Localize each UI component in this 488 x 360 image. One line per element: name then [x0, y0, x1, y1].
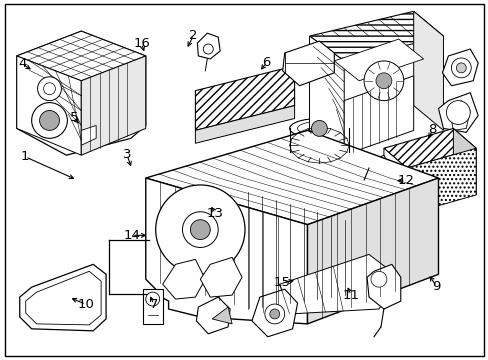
Polygon shape	[197, 33, 220, 59]
Text: 14: 14	[123, 229, 140, 242]
Polygon shape	[195, 105, 294, 143]
Polygon shape	[20, 264, 106, 331]
Circle shape	[455, 63, 466, 73]
Text: 3: 3	[122, 148, 131, 162]
Polygon shape	[81, 125, 96, 145]
Circle shape	[190, 220, 210, 239]
Circle shape	[364, 61, 403, 100]
Ellipse shape	[41, 290, 91, 324]
Text: 8: 8	[427, 123, 436, 136]
Text: 12: 12	[396, 174, 413, 187]
Circle shape	[32, 103, 67, 138]
Polygon shape	[449, 100, 469, 130]
Polygon shape	[196, 297, 230, 334]
Polygon shape	[251, 289, 297, 337]
Text: 16: 16	[133, 37, 150, 50]
Text: 5: 5	[69, 111, 78, 124]
Text: 1: 1	[21, 150, 29, 163]
Circle shape	[43, 83, 55, 95]
Circle shape	[264, 304, 284, 324]
Polygon shape	[17, 31, 145, 81]
Circle shape	[375, 73, 391, 89]
Circle shape	[311, 121, 326, 136]
Ellipse shape	[297, 121, 341, 135]
Polygon shape	[334, 39, 423, 81]
Text: 13: 13	[206, 207, 224, 220]
Polygon shape	[383, 148, 406, 215]
Circle shape	[38, 77, 61, 100]
Polygon shape	[17, 31, 145, 155]
Text: 15: 15	[273, 276, 290, 289]
Text: 2: 2	[189, 29, 198, 42]
Polygon shape	[307, 178, 438, 324]
Polygon shape	[344, 76, 413, 155]
Polygon shape	[383, 129, 475, 168]
Polygon shape	[145, 178, 307, 324]
Polygon shape	[413, 11, 443, 130]
Polygon shape	[309, 11, 443, 61]
Text: 11: 11	[342, 288, 359, 302]
Text: 10: 10	[77, 298, 94, 311]
Polygon shape	[438, 93, 477, 132]
Polygon shape	[145, 130, 438, 225]
Polygon shape	[81, 56, 145, 155]
Polygon shape	[442, 49, 477, 86]
Circle shape	[446, 100, 469, 125]
Polygon shape	[163, 260, 205, 299]
Polygon shape	[26, 271, 101, 325]
Polygon shape	[282, 41, 334, 86]
Polygon shape	[364, 155, 388, 185]
Text: 4: 4	[18, 57, 26, 71]
Polygon shape	[406, 148, 475, 215]
Polygon shape	[366, 264, 400, 309]
Text: 6: 6	[262, 56, 270, 69]
Circle shape	[203, 44, 213, 54]
Circle shape	[40, 111, 60, 130]
Polygon shape	[279, 255, 398, 314]
Polygon shape	[17, 56, 81, 155]
Text: 7: 7	[149, 298, 158, 311]
Polygon shape	[195, 66, 294, 130]
Ellipse shape	[289, 142, 348, 162]
Polygon shape	[200, 257, 242, 297]
Bar	[142, 289, 163, 324]
Ellipse shape	[289, 118, 348, 138]
Polygon shape	[212, 307, 232, 324]
Circle shape	[155, 185, 244, 274]
Circle shape	[145, 292, 160, 306]
Circle shape	[269, 309, 279, 319]
Polygon shape	[309, 36, 344, 155]
Circle shape	[370, 271, 386, 287]
Polygon shape	[452, 129, 475, 195]
Circle shape	[450, 58, 470, 78]
Text: 9: 9	[431, 280, 440, 293]
Circle shape	[182, 212, 218, 247]
